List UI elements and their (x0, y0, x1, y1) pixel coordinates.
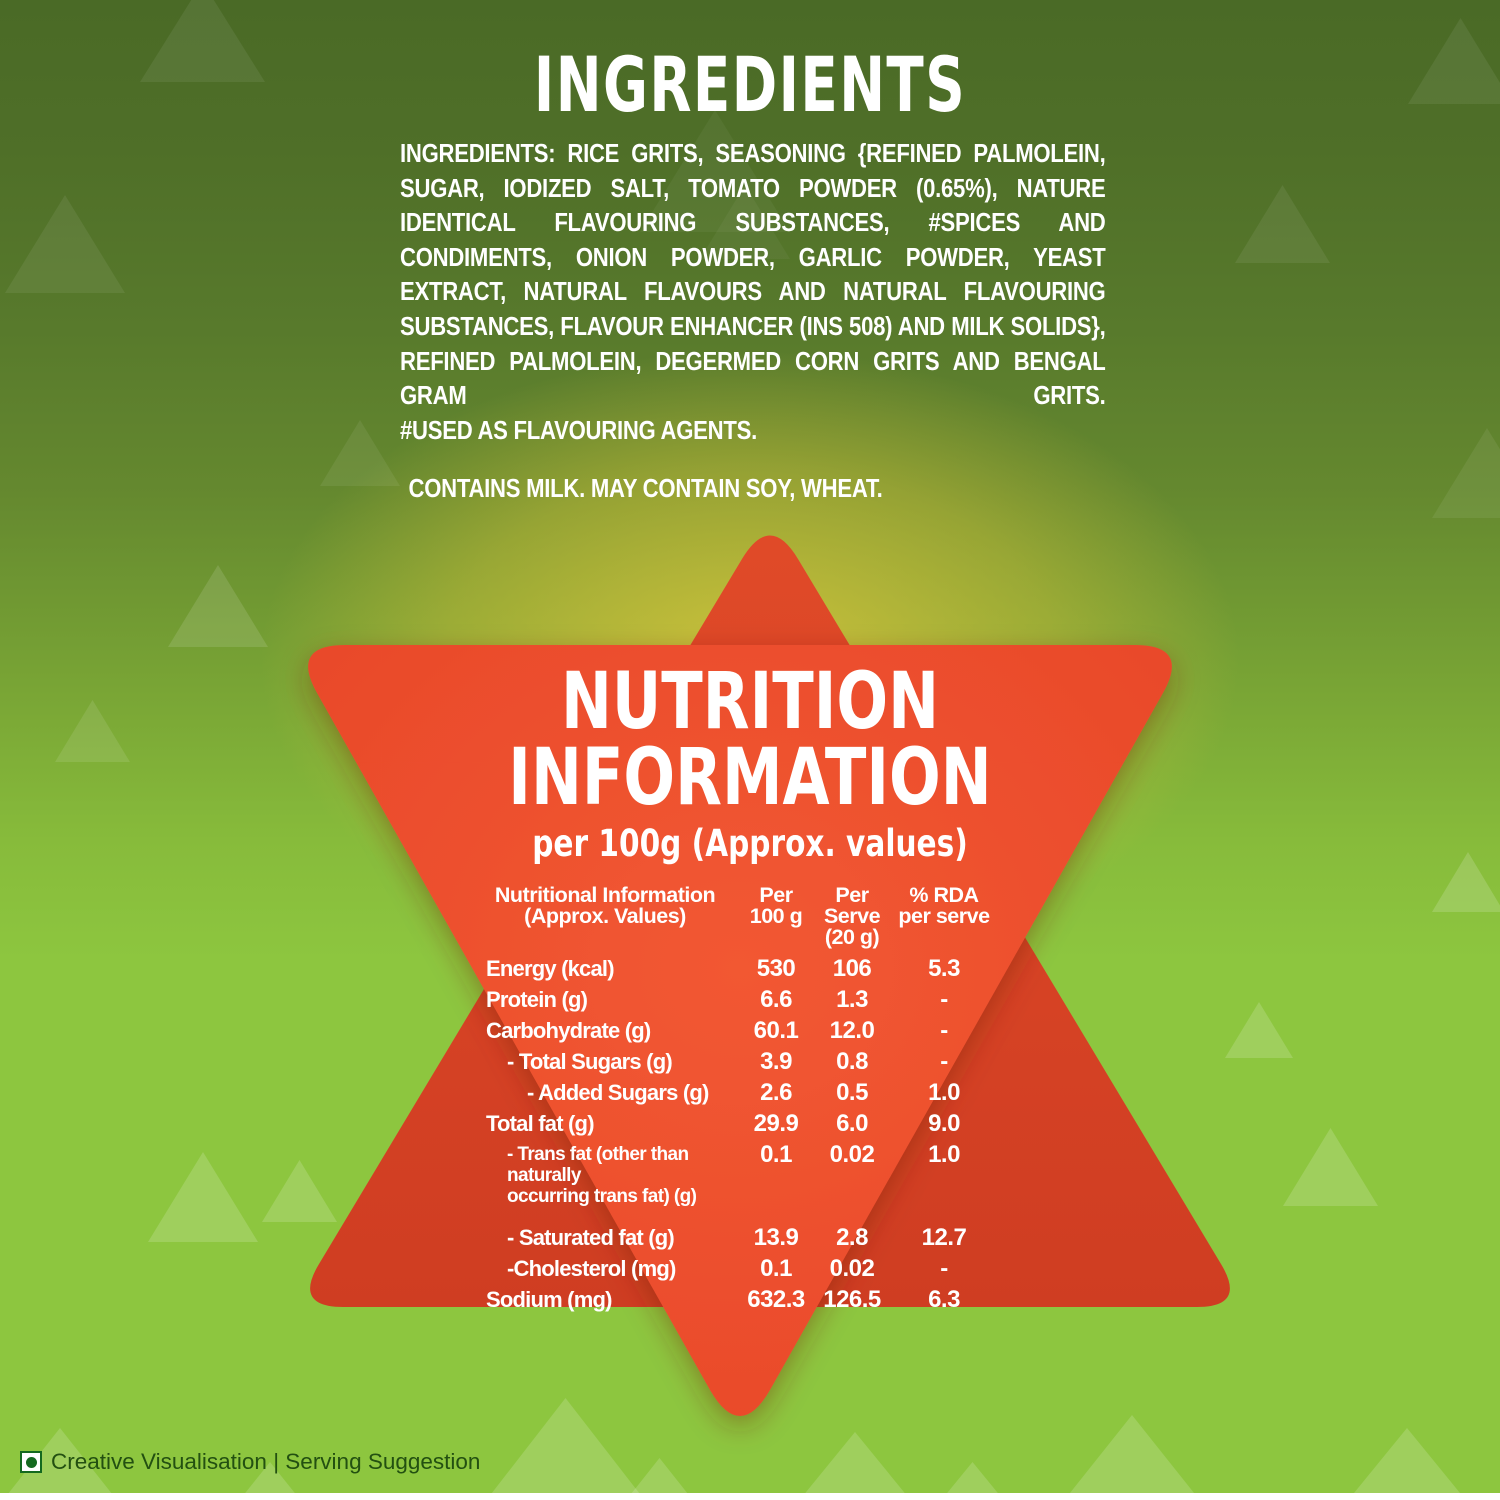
row-rda-value: - (940, 1048, 948, 1075)
nutrition-table-rows: Energy (kcal) 530 106 5.3 Protein (g) 6.… (470, 955, 996, 1313)
triangle-decoration (1408, 18, 1500, 104)
row-per-serve-value: 1.3 (836, 986, 868, 1013)
table-row: - Total Sugars (g) 3.9 0.8 - (470, 1048, 996, 1075)
nutrition-title: NUTRITION INFORMATION (165, 657, 1335, 823)
ingredients-note: #USED AS FLAVOURING AGENTS. (400, 414, 757, 445)
veg-symbol-icon (20, 1451, 42, 1473)
row-label: Carbohydrate (g) (486, 1018, 651, 1043)
nutrition-title-line2: INFORMATION (508, 733, 992, 823)
row-per-serve-value: 12.0 (829, 1017, 875, 1044)
row-per-serve-value: 106 (832, 955, 872, 982)
row-rda-value: 5.3 (928, 955, 960, 982)
row-rda-value: - (940, 986, 948, 1013)
row-label: - Saturated fat (g) (507, 1225, 675, 1250)
triangle-decoration (1283, 1128, 1378, 1206)
footer-text: Creative Visualisation | Serving Suggest… (51, 1449, 481, 1474)
row-label: - Trans fat (other than naturally occurr… (507, 1144, 697, 1207)
header-nutrient-column: Nutritional Information (Approx. Values) (494, 883, 716, 928)
row-rda-value: - (940, 1017, 948, 1044)
table-row: - Trans fat (other than naturally occurr… (470, 1141, 996, 1208)
row-per-100g-value: 0.1 (760, 1141, 792, 1168)
triangle-decoration (1235, 185, 1330, 263)
triangle-decoration (1062, 1415, 1202, 1500)
triangle-decoration (1332, 1428, 1482, 1500)
triangle-decoration (780, 1432, 930, 1500)
row-label: Sodium (mg) (486, 1287, 612, 1312)
triangle-decoration (1432, 428, 1500, 518)
row-per-serve-value: 2.8 (836, 1224, 868, 1251)
row-rda-value: 1.0 (928, 1141, 960, 1168)
row-per-serve-value: 0.02 (829, 1255, 875, 1282)
row-per-100g-value: 0.1 (760, 1255, 792, 1282)
row-per-100g-value: 13.9 (753, 1224, 799, 1251)
ingredients-text: INGREDIENTS: RICE GRITS, SEASONING {REFI… (400, 138, 1106, 411)
row-per-100g-value: 2.6 (760, 1079, 792, 1106)
triangle-decoration (148, 1152, 258, 1242)
row-label: Total fat (g) (486, 1111, 595, 1136)
table-row: Sodium (mg) 632.3 126.5 6.3 (470, 1286, 996, 1313)
row-per-serve-value: 0.8 (836, 1048, 868, 1075)
nutrition-subtitle: per 100g (Approx. values) (532, 822, 968, 865)
header-per-serve-column: Per Serve (20 g) (823, 883, 881, 949)
header-per-100g-column: Per 100 g (749, 883, 803, 928)
bottom-white-strip (0, 1493, 1500, 1500)
table-row: - Added Sugars (g) 2.6 0.5 1.0 (470, 1079, 996, 1106)
ingredients-title: INGREDIENTS (533, 40, 967, 129)
allergen-statement: CONTAINS MILK. MAY CONTAIN SOY, WHEAT. (408, 473, 883, 504)
triangle-decoration (1432, 852, 1500, 912)
table-row: - Saturated fat (g) 13.9 2.8 12.7 (470, 1224, 996, 1251)
table-row: Energy (kcal) 530 106 5.3 (470, 955, 996, 982)
triangle-decoration (262, 1160, 337, 1222)
row-label: Protein (g) (486, 987, 588, 1012)
row-rda-value: 9.0 (928, 1110, 960, 1137)
row-per-100g-value: 29.9 (753, 1110, 799, 1137)
nutrition-table-header: Nutritional Information (Approx. Values)… (470, 883, 996, 949)
nutrition-title-line1: NUTRITION (560, 657, 940, 747)
row-rda-value: 1.0 (928, 1079, 960, 1106)
row-per-serve-value: 0.5 (836, 1079, 868, 1106)
footer: Creative Visualisation | Serving Suggest… (20, 1449, 480, 1475)
ingredients-section: INGREDIENTS: RICE GRITS, SEASONING {REFI… (400, 136, 1106, 506)
row-per-serve-value: 0.02 (829, 1141, 875, 1168)
row-label: Energy (kcal) (486, 956, 615, 981)
row-label: - Added Sugars (g) (527, 1080, 709, 1105)
row-per-100g-value: 632.3 (747, 1286, 805, 1313)
table-row: Total fat (g) 29.9 6.0 9.0 (470, 1110, 996, 1137)
table-row: Carbohydrate (g) 60.1 12.0 - (470, 1017, 996, 1044)
nutrition-table: Nutritional Information (Approx. Values)… (470, 883, 996, 1320)
table-row: -Cholesterol (mg) 0.1 0.02 - (470, 1255, 996, 1282)
row-per-100g-value: 530 (756, 955, 796, 982)
row-rda-value: 6.3 (928, 1286, 960, 1313)
row-rda-value: 12.7 (921, 1224, 967, 1251)
row-label: -Cholesterol (mg) (507, 1256, 676, 1281)
row-per-100g-value: 3.9 (760, 1048, 792, 1075)
row-per-100g-value: 6.6 (760, 986, 792, 1013)
row-per-serve-value: 6.0 (836, 1110, 868, 1137)
row-rda-value: - (940, 1255, 948, 1282)
header-rda-column: % RDA per serve (898, 883, 990, 928)
triangle-decoration (488, 1398, 643, 1498)
table-row: Protein (g) 6.6 1.3 - (470, 986, 996, 1013)
row-per-serve-value: 126.5 (823, 1286, 881, 1313)
row-label: - Total Sugars (g) (507, 1049, 673, 1074)
row-per-100g-value: 60.1 (753, 1017, 799, 1044)
